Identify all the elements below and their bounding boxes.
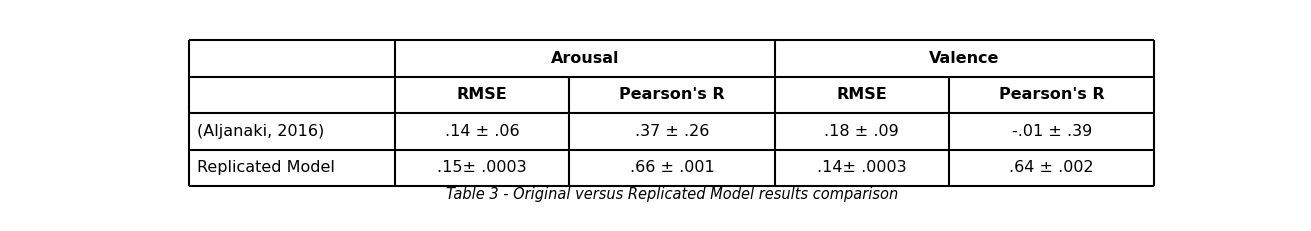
Text: .66 ± .001: .66 ± .001 [629, 160, 714, 175]
Text: .14± .0003: .14± .0003 [817, 160, 907, 175]
Text: .37 ± .26: .37 ± .26 [635, 124, 709, 139]
Text: Pearson's R: Pearson's R [999, 87, 1104, 102]
Text: .15± .0003: .15± .0003 [437, 160, 527, 175]
Text: (Aljanaki, 2016): (Aljanaki, 2016) [198, 124, 325, 139]
Text: .18 ± .09: .18 ± .09 [825, 124, 899, 139]
Text: Pearson's R: Pearson's R [619, 87, 725, 102]
Text: .64 ± .002: .64 ± .002 [1009, 160, 1093, 175]
Text: RMSE: RMSE [836, 87, 888, 102]
Text: Table 3 - Original versus Replicated Model results comparison: Table 3 - Original versus Replicated Mod… [446, 187, 898, 202]
Text: Replicated Model: Replicated Model [198, 160, 336, 175]
Text: RMSE: RMSE [456, 87, 507, 102]
Text: Valence: Valence [929, 51, 1000, 66]
Text: Arousal: Arousal [551, 51, 619, 66]
Text: .14 ± .06: .14 ± .06 [444, 124, 519, 139]
Text: -.01 ± .39: -.01 ± .39 [1012, 124, 1092, 139]
